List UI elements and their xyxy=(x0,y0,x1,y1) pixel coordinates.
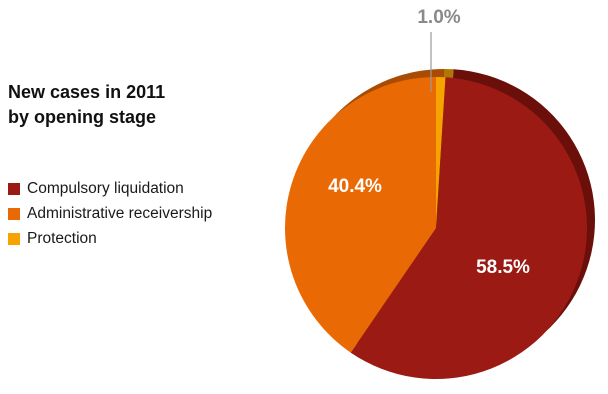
legend-item-protection: Protection xyxy=(8,226,212,251)
legend-label-administrative-receivership: Administrative receivership xyxy=(27,204,213,222)
pie-slice-compulsory-liquidation xyxy=(350,77,587,380)
pie-slice-protection xyxy=(436,77,446,228)
legend-swatch-administrative-receivership xyxy=(8,207,20,220)
slice-label-compulsory-liquidation: 58.5% xyxy=(476,257,530,278)
pie-top-layer xyxy=(284,76,587,380)
slice-label-administrative-receivership: 40.4% xyxy=(328,176,382,197)
legend-swatch-compulsory-liquidation xyxy=(8,182,20,195)
pie-slice-administrative-receivership xyxy=(284,76,436,353)
legend-swatch-protection xyxy=(8,232,20,245)
legend-item-compulsory-liquidation: Compulsory liquidation xyxy=(8,176,212,201)
legend-label-compulsory-liquidation: Compulsory liquidation xyxy=(27,179,184,197)
legend-item-administrative-receivership: Administrative receivership xyxy=(8,201,212,226)
slice-label-protection: 1.0% xyxy=(417,7,460,28)
chart-title-line-1: New cases in 2011 xyxy=(8,82,166,102)
chart-title-line-2: by opening stage xyxy=(8,107,157,127)
legend-label-protection: Protection xyxy=(27,229,97,247)
legend: Compulsory liquidation Administrative re… xyxy=(8,176,212,251)
chart-title: New cases in 2011 by opening stage xyxy=(8,80,228,130)
